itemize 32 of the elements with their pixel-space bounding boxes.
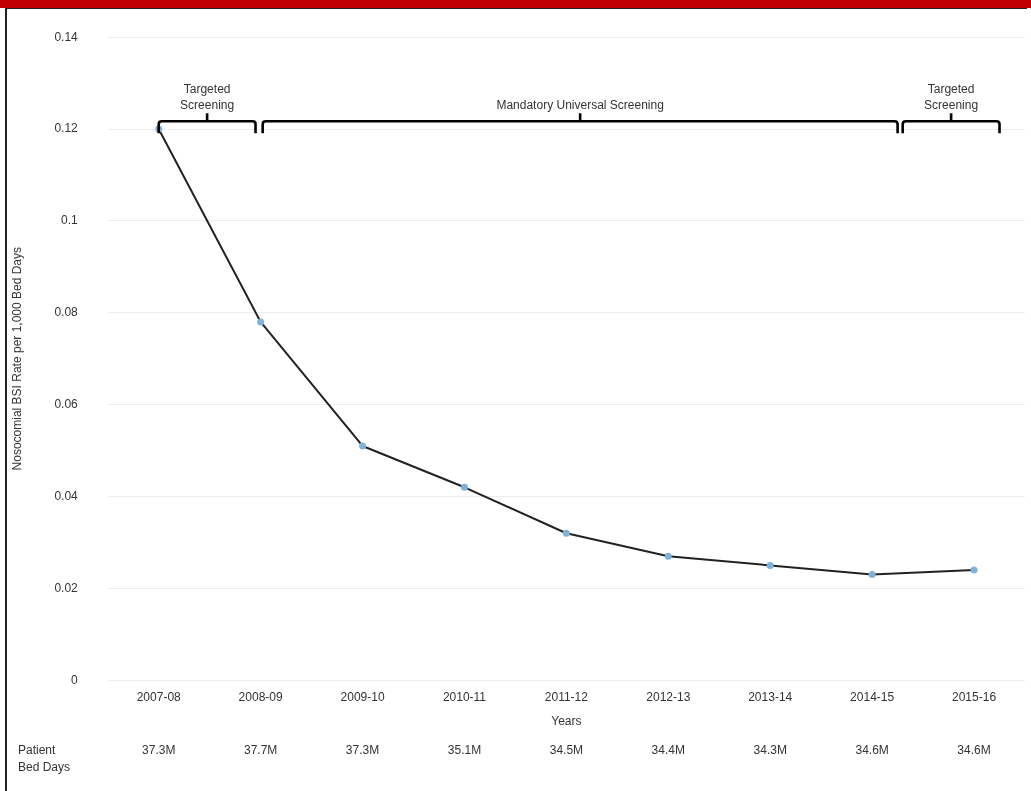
y-tick-label: 0.04 bbox=[54, 488, 79, 503]
annotation: Targeted Screening bbox=[180, 81, 235, 112]
text: 37.3M bbox=[142, 743, 176, 758]
annotation: Targeted Screening bbox=[924, 81, 979, 112]
y-tick-label: 0.02 bbox=[54, 580, 79, 595]
x-tick-label: 2015-16 bbox=[952, 689, 997, 704]
text: 34.5M bbox=[549, 743, 584, 758]
x-tick-label: 2011-12 bbox=[544, 689, 589, 704]
y-tick-label: 0.14 bbox=[54, 29, 79, 44]
annotation: Mandatory Universal Screening bbox=[496, 97, 664, 112]
x-tick-label: 2014-15 bbox=[850, 689, 895, 704]
y-tick-label: 0.08 bbox=[54, 305, 79, 320]
x-tick-label: 2007-08 bbox=[136, 689, 182, 704]
y-tick-label: 0.1 bbox=[61, 213, 79, 228]
y-tick-label: 0 bbox=[71, 672, 79, 687]
y-tick-label: 0.06 bbox=[54, 396, 79, 411]
text: 34.4M bbox=[651, 743, 685, 758]
x-tick-label: 2009-10 bbox=[340, 689, 385, 704]
x-tick-label: 2008-09 bbox=[238, 689, 283, 704]
text: Patient Bed Days bbox=[18, 743, 71, 775]
x-tick-label: 2013-14 bbox=[748, 689, 793, 704]
x-tick-label: 2010-11 bbox=[442, 689, 487, 704]
text: 34.3M bbox=[753, 743, 787, 758]
text: 35.1M bbox=[447, 743, 482, 758]
text: 37.7M bbox=[243, 743, 278, 758]
text: 37.3M bbox=[345, 743, 380, 758]
y-axis-title: Nosocomial BSI Rate per 1,000 Bed Days bbox=[9, 246, 24, 471]
text: 34.6M bbox=[855, 743, 889, 758]
text: 34.6M bbox=[957, 743, 991, 758]
x-axis-title: Years bbox=[551, 714, 582, 729]
y-tick-label: 0.12 bbox=[54, 121, 79, 136]
x-tick-label: 2012-13 bbox=[646, 689, 691, 704]
